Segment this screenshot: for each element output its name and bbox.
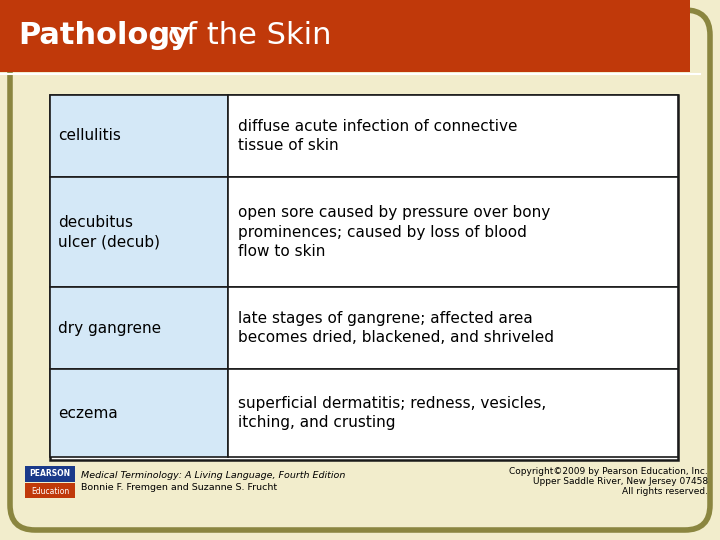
Text: dry gangrene: dry gangrene xyxy=(58,321,161,335)
Bar xyxy=(50,95,228,177)
Bar xyxy=(50,177,228,287)
Bar xyxy=(228,369,678,457)
Text: Upper Saddle River, New Jersey 07458: Upper Saddle River, New Jersey 07458 xyxy=(533,477,708,487)
Bar xyxy=(50,369,228,457)
Bar xyxy=(228,95,678,177)
Text: late stages of gangrene; affected area
becomes dried, blackened, and shriveled: late stages of gangrene; affected area b… xyxy=(238,311,554,345)
Text: of the Skin: of the Skin xyxy=(158,22,331,51)
Bar xyxy=(228,287,678,369)
Text: Bonnie F. Fremgen and Suzanne S. Frucht: Bonnie F. Fremgen and Suzanne S. Frucht xyxy=(81,483,277,492)
Text: Copyright©2009 by Pearson Education, Inc.: Copyright©2009 by Pearson Education, Inc… xyxy=(509,468,708,476)
Text: eczema: eczema xyxy=(58,406,118,421)
Text: PEARSON: PEARSON xyxy=(30,469,71,478)
Bar xyxy=(50,287,228,369)
Text: Medical Terminology: A Living Language, Fourth Edition: Medical Terminology: A Living Language, … xyxy=(81,470,346,480)
Text: decubitus
ulcer (decub): decubitus ulcer (decub) xyxy=(58,215,160,249)
Bar xyxy=(50,95,678,460)
Text: Pathology: Pathology xyxy=(18,22,190,51)
Bar xyxy=(0,0,690,72)
Text: Education: Education xyxy=(31,487,69,496)
Text: cellulitis: cellulitis xyxy=(58,129,121,144)
Text: All rights reserved.: All rights reserved. xyxy=(622,488,708,496)
Bar xyxy=(0,0,25,72)
Text: diffuse acute infection of connective
tissue of skin: diffuse acute infection of connective ti… xyxy=(238,119,518,153)
Text: open sore caused by pressure over bony
prominences; caused by loss of blood
flow: open sore caused by pressure over bony p… xyxy=(238,205,550,259)
FancyBboxPatch shape xyxy=(10,10,710,530)
Text: superficial dermatitis; redness, vesicles,
itching, and crusting: superficial dermatitis; redness, vesicle… xyxy=(238,396,546,430)
FancyBboxPatch shape xyxy=(0,0,690,72)
Bar xyxy=(228,177,678,287)
Bar xyxy=(0,50,690,72)
Bar xyxy=(25,466,75,482)
Bar xyxy=(25,483,75,498)
